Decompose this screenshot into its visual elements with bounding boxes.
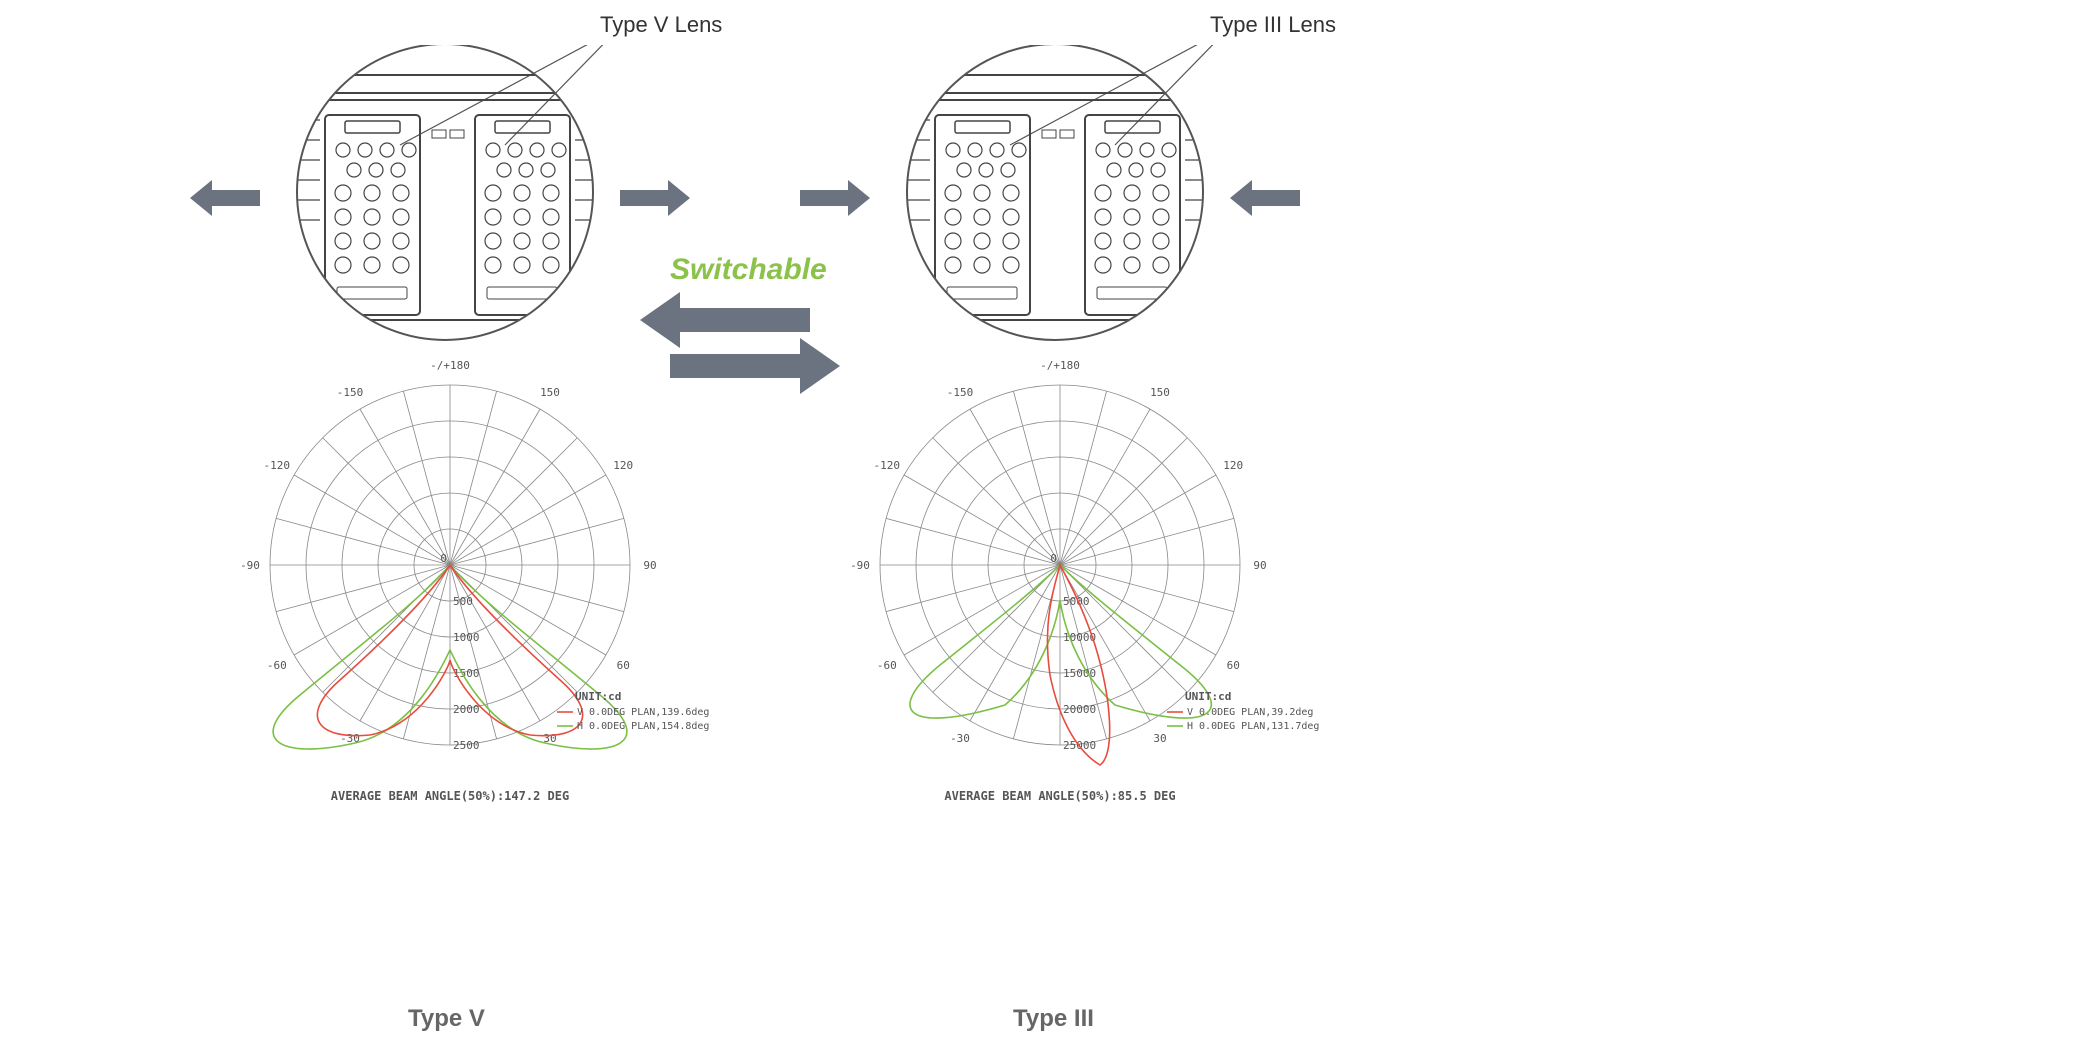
- svg-text:30: 30: [1153, 732, 1166, 745]
- svg-text:AVERAGE BEAM ANGLE(50%):147.2: AVERAGE BEAM ANGLE(50%):147.2 DEG: [331, 789, 569, 803]
- svg-text:90: 90: [643, 559, 656, 572]
- switchable-label: Switchable: [670, 253, 827, 287]
- arrow-left-out: [190, 180, 260, 216]
- svg-text:-150: -150: [947, 386, 974, 399]
- svg-text:20000: 20000: [1063, 703, 1096, 716]
- svg-text:UNIT:cd: UNIT:cd: [1185, 690, 1231, 703]
- svg-text:V 0.0DEG PLAN,39.2deg: V 0.0DEG PLAN,39.2deg: [1187, 707, 1313, 718]
- svg-text:-150: -150: [337, 386, 364, 399]
- svg-text:-/+180: -/+180: [1040, 359, 1080, 372]
- polar-svg: -/+180-150-120-90-60-3030609012015005001…: [235, 350, 755, 970]
- svg-text:AVERAGE BEAM ANGLE(50%):85.5 D: AVERAGE BEAM ANGLE(50%):85.5 DEG: [944, 789, 1175, 803]
- svg-text:1500: 1500: [453, 667, 480, 680]
- svg-text:2000: 2000: [453, 703, 480, 716]
- svg-text:-120: -120: [264, 459, 291, 472]
- svg-text:500: 500: [453, 595, 473, 608]
- polar-chart-right: -/+180-150-120-90-60-3030609012015005000…: [845, 350, 1365, 970]
- polar-svg: -/+180-150-120-90-60-3030609012015005000…: [845, 350, 1365, 970]
- svg-text:60: 60: [617, 659, 630, 672]
- polar-chart-left: -/+180-150-120-90-60-3030609012015005001…: [235, 350, 755, 970]
- svg-text:V 0.0DEG PLAN,139.6deg: V 0.0DEG PLAN,139.6deg: [577, 707, 709, 718]
- svg-text:H 0.0DEG PLAN,131.7deg: H 0.0DEG PLAN,131.7deg: [1187, 721, 1319, 732]
- svg-text:1000: 1000: [453, 631, 480, 644]
- svg-text:-/+180: -/+180: [430, 359, 470, 372]
- type-title-right: Type III: [1013, 1005, 1094, 1033]
- svg-text:UNIT:cd: UNIT:cd: [575, 690, 621, 703]
- svg-text:-30: -30: [950, 732, 970, 745]
- svg-text:120: 120: [1223, 459, 1243, 472]
- svg-text:H 0.0DEG PLAN,154.8deg: H 0.0DEG PLAN,154.8deg: [577, 721, 709, 732]
- svg-text:-60: -60: [877, 659, 897, 672]
- svg-text:60: 60: [1227, 659, 1240, 672]
- lens-label-left: Type V Lens: [600, 12, 722, 38]
- svg-text:0: 0: [440, 552, 447, 565]
- svg-text:90: 90: [1253, 559, 1266, 572]
- arrow-left-in: [800, 180, 870, 216]
- arrow-right-out: [620, 180, 690, 216]
- svg-text:-120: -120: [874, 459, 901, 472]
- svg-text:150: 150: [1150, 386, 1170, 399]
- svg-text:2500: 2500: [453, 739, 480, 752]
- svg-text:120: 120: [613, 459, 633, 472]
- svg-text:150: 150: [540, 386, 560, 399]
- svg-text:-90: -90: [850, 559, 870, 572]
- svg-text:-90: -90: [240, 559, 260, 572]
- svg-text:-60: -60: [267, 659, 287, 672]
- arrow-right-in: [1230, 180, 1300, 216]
- type-title-left: Type V: [408, 1005, 485, 1033]
- lens-label-right: Type III Lens: [1210, 12, 1336, 38]
- svg-text:0: 0: [1050, 552, 1057, 565]
